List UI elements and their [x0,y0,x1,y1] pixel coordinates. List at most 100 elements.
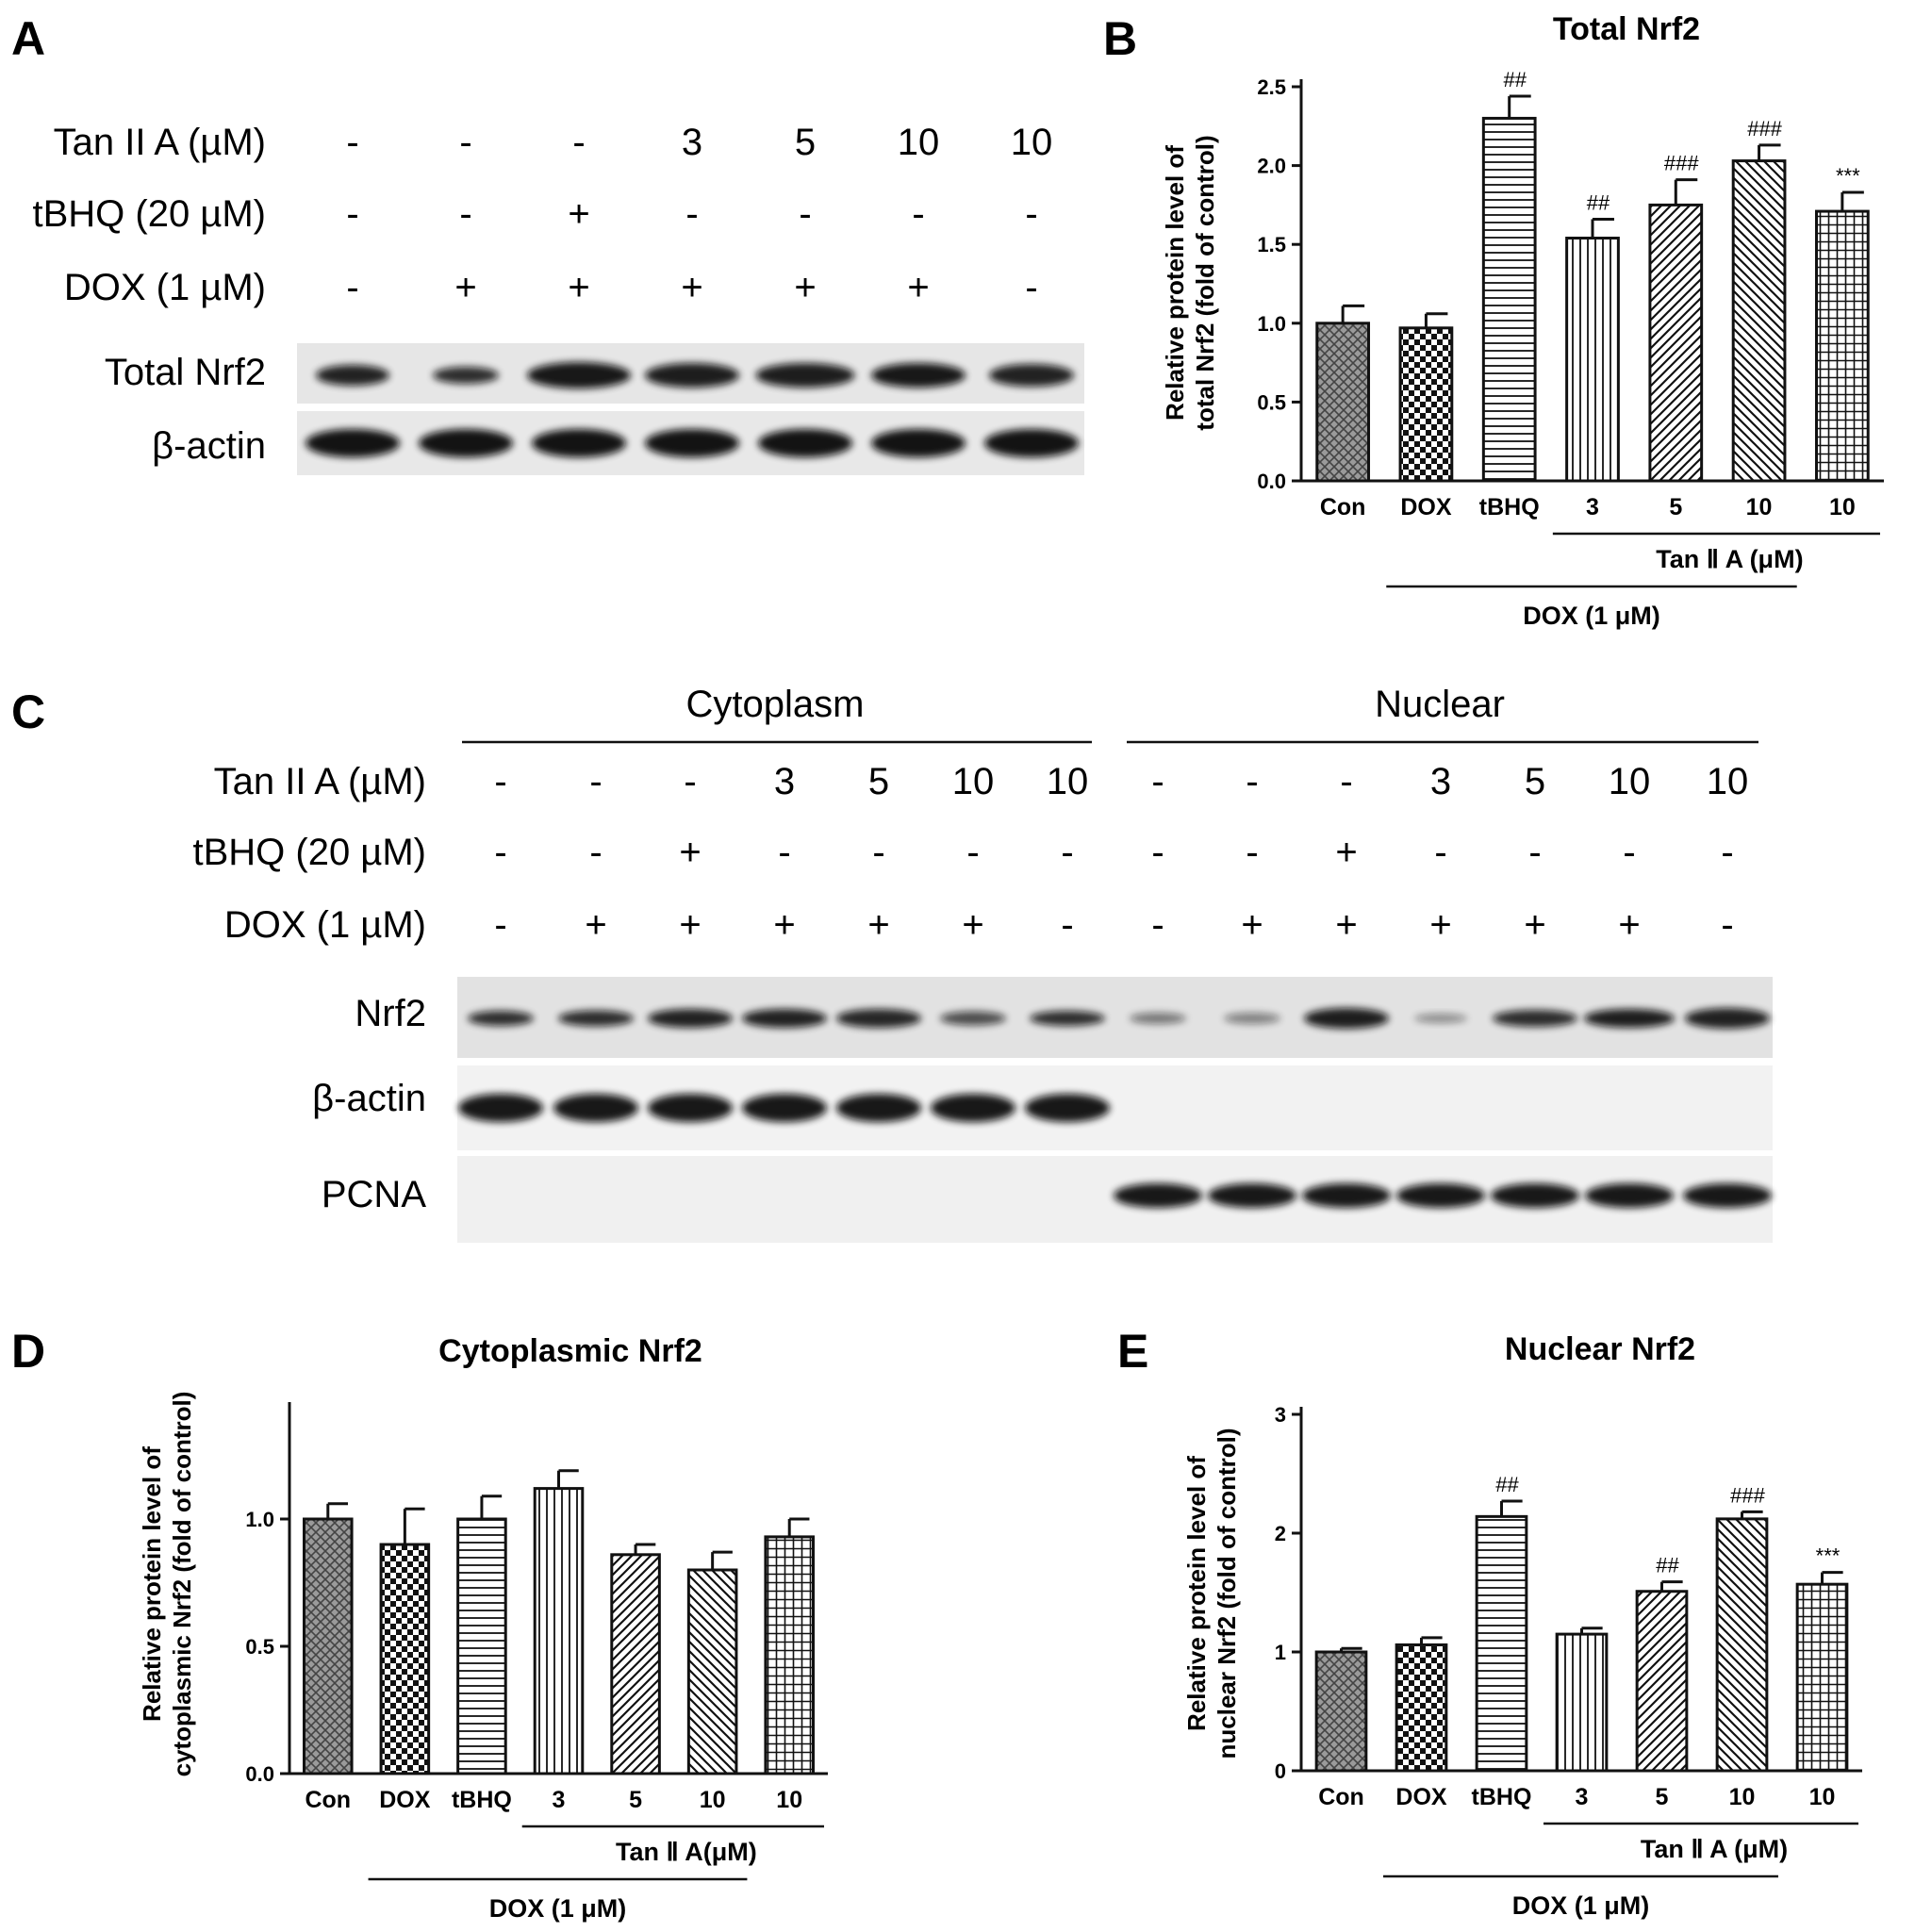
cond-tbhq-c-lane-14: - [1721,832,1733,873]
cond-dox-c-lane-13: + [1618,904,1640,946]
cond-tbhq-c-lane-11: - [1434,832,1446,873]
cond-dox-c-lane-11: + [1429,904,1451,946]
band-total-nrf2-lane-1 [316,365,389,386]
panel-label-a: A [11,12,45,65]
significance-6: ### [1747,117,1782,140]
cond-dox-c-lane-3: + [679,904,701,946]
category-label-5: 5 [629,1787,642,1813]
category-label-6: 10 [1729,1784,1756,1810]
cond-tan-c-lane-1: - [494,761,506,802]
cond-tan-lane-2: - [459,122,471,163]
panel-label-b: B [1103,12,1137,65]
cond-tan-c-lane-14: 10 [1707,761,1749,802]
band-label-beta-actin: β-actin [152,425,266,467]
category-label-2: DOX [1400,494,1452,520]
bar-4 [1565,237,1620,483]
bar-4 [1555,1632,1609,1773]
category-label-3: tBHQ [1479,494,1540,520]
category-label-6: 10 [700,1787,726,1813]
category-label-5: 5 [1669,494,1682,520]
band-beta-actin-lane-2 [419,429,513,457]
category-label-5: 5 [1656,1784,1669,1810]
group-label-tan: Tan Ⅱ A(μM) [616,1838,757,1866]
cond-tan-c-lane-12: 5 [1525,761,1545,802]
y-tick-label: 0.0 [1257,470,1286,493]
cond-tbhq-c-lane-10: + [1335,832,1357,873]
cond-tbhq-c-lane-4: - [778,832,790,873]
band-beta-actin-c-lane-5 [836,1094,921,1122]
cond-dox-c-lane-5: + [867,904,889,946]
band-nrf2-lane-11 [1414,1014,1467,1023]
y-axis-label-line: cytoplasmic Nrf2 (fold of control) [168,1392,196,1777]
cond-tbhq-lane-5: - [799,193,811,235]
cond-tan-c-lane-13: 10 [1609,761,1651,802]
chart-cytoplasmic-nrf2: Cytoplasmic Nrf2 0.0 0.5 1.0 Relative protei… [138,1333,828,1923]
condition-label-tan-c: Tan II A (µM) [214,761,426,802]
condition-label-dox: DOX (1 µM) [64,267,266,308]
bar-6 [686,1568,738,1775]
band-nrf2-lane-8 [1130,1013,1186,1024]
significance-7: *** [1816,1544,1841,1568]
western-blot-a: Tan II A (µM) tBHQ (20 µM) DOX (1 µM) - … [32,122,1084,475]
bar-5 [1635,1590,1689,1773]
bands-c [458,1008,1772,1208]
cond-dox-c-lane-12: + [1524,904,1545,946]
category-label-4: 3 [1586,494,1599,520]
category-label-1: Con [1320,494,1366,520]
band-nrf2-lane-10 [1304,1008,1389,1029]
cond-tbhq-lane-2: - [459,193,471,235]
category-label-1: Con [305,1787,351,1813]
bar-7 [1814,209,1870,483]
cond-tbhq-lane-6: - [912,193,924,235]
fraction-label-cytoplasm: Cytoplasm [686,684,865,725]
group-label-tan: Tan Ⅱ A (μM) [1641,1835,1788,1863]
band-pcna-lane-9 [1208,1183,1296,1208]
band-total-nrf2-lane-6 [871,363,966,388]
group-label-dox: DOX (1 μM) [1512,1891,1650,1920]
cond-tbhq-lane-1: - [346,193,358,235]
cond-tan-c-lane-10: - [1340,761,1352,802]
cond-tan-lane-6: 10 [898,122,940,163]
band-nrf2-lane-5 [836,1009,921,1028]
category-label-3: tBHQ [452,1787,512,1813]
significance-3: ## [1503,68,1527,91]
cond-tbhq-c-lane-9: - [1246,832,1258,873]
category-label-4: 3 [1576,1784,1589,1810]
band-beta-actin-c-lane-3 [648,1094,733,1122]
band-beta-actin-lane-5 [758,429,852,457]
cond-tan-c-lane-4: 3 [774,761,795,802]
cond-dox-c-lane-9: + [1241,904,1263,946]
chart-title: Nuclear Nrf2 [1505,1331,1695,1367]
y-axis-label: Relative protein level ofcytoplasmic Nrf… [138,1392,196,1777]
band-label-total-nrf2: Total Nrf2 [105,352,266,393]
cond-dox-lane-7: - [1025,267,1037,308]
cond-tan-c-lane-5: 5 [868,761,889,802]
condition-row-dox: - + + + + + - [346,267,1037,308]
significance-3: ## [1495,1473,1519,1496]
y-tick-label: 1.0 [1257,312,1286,336]
band-pcna-lane-8 [1114,1183,1202,1208]
category-label-3: tBHQ [1472,1784,1532,1810]
group-label-dox: DOX (1 μM) [1523,602,1660,630]
band-nrf2-lane-1 [468,1011,534,1026]
panel-label-d: D [11,1325,45,1378]
band-beta-actin-c-lane-4 [742,1094,827,1122]
category-label-7: 10 [776,1787,802,1813]
cond-tbhq-c-lane-6: - [966,832,979,873]
band-label-nrf2: Nrf2 [355,993,426,1034]
band-pcna-lane-13 [1585,1183,1674,1208]
bar-3 [1475,1514,1528,1773]
chart-nuclear-nrf2: Nuclear Nrf2 0 1 2 3 Relative protein level o… [1182,1331,1862,1920]
significance-5: ### [1664,152,1699,175]
significance-5: ## [1656,1554,1679,1577]
band-total-nrf2-lane-5 [755,363,855,388]
y-tick-label: 0.0 [245,1762,274,1786]
band-pcna-lane-10 [1302,1183,1391,1208]
band-total-nrf2-lane-3 [527,362,631,388]
bands-a [305,362,1079,457]
fraction-label-nuclear: Nuclear [1375,684,1505,725]
cond-tan-c-lane-6: 10 [952,761,995,802]
category-label-2: DOX [379,1787,431,1813]
